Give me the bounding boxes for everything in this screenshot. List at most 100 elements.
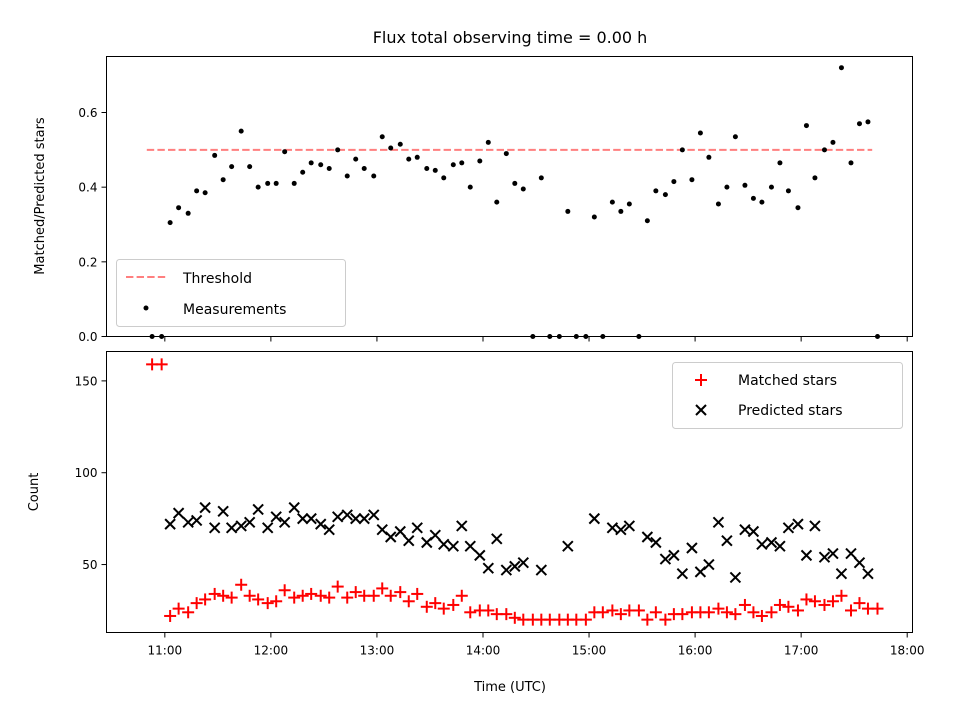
measurement-point — [830, 139, 836, 145]
predicted-stars-point — [853, 557, 866, 569]
top-y-tick-label: 0.4 — [78, 181, 97, 195]
predicted-stars-point — [668, 549, 680, 562]
matched-stars-point — [500, 608, 513, 621]
matched-stars-point — [464, 606, 477, 619]
matched-stars-point — [288, 591, 301, 604]
measurement-point — [724, 184, 730, 190]
matched-stars-point — [437, 602, 450, 615]
measurement-point — [441, 175, 447, 181]
predicted-stars-point — [199, 501, 211, 514]
predicted-stars-point — [641, 531, 654, 543]
measurement-point — [618, 208, 624, 214]
measurement-point — [689, 177, 695, 183]
measurement-point — [565, 208, 571, 214]
matched-stars-point — [376, 582, 389, 595]
measurement-point — [697, 130, 703, 136]
matched-stars-point — [411, 587, 424, 600]
matched-stars-point — [447, 598, 460, 611]
measurement-point — [768, 184, 774, 190]
measurement-point — [653, 188, 659, 194]
bottom-plot-frame — [106, 351, 913, 633]
matched-stars-point — [208, 587, 221, 600]
matched-stars-point — [429, 597, 442, 610]
measurement-point — [626, 201, 632, 207]
predicted-stars-point — [182, 516, 194, 529]
measurement-point — [361, 166, 367, 171]
predicted-stars-point — [747, 525, 760, 538]
measurement-point — [344, 173, 350, 179]
bottom-y-axis: 50 100 150 — [75, 374, 107, 572]
predicted-stars-point — [862, 568, 874, 580]
matched-stars-point — [844, 604, 857, 617]
measurement-point — [220, 177, 226, 183]
measurement-point — [397, 141, 403, 147]
measurement-point — [202, 190, 208, 196]
top-plot-frame — [106, 56, 913, 337]
matched-stars-point — [341, 591, 354, 604]
measurement-point — [406, 156, 412, 162]
predicted-stars-point — [464, 540, 476, 552]
predicted-stars-point — [703, 558, 715, 571]
legend-predicted-swatch — [695, 404, 707, 416]
predicted-stars-point — [429, 529, 441, 541]
measurement-point — [194, 188, 200, 194]
matched-stars-point — [614, 608, 627, 621]
bottom-y-tick-label: 150 — [75, 374, 98, 388]
bottom-x-axis: 11:00 12:00 13:00 14:00 15:00 16:00 17:00 18:00 — [148, 632, 925, 658]
legend-matched-label: Matched stars — [738, 373, 837, 389]
predicted-stars-point — [562, 540, 574, 552]
matched-stars-point — [853, 597, 866, 610]
predicted-stars-point — [676, 568, 689, 580]
legend-measurements-label: Measurements — [183, 302, 286, 318]
predicted-stars-point — [164, 518, 176, 530]
matched-stars-point — [323, 591, 336, 604]
predicted-stars-point — [447, 540, 459, 552]
matched-stars-point — [632, 604, 645, 617]
measurement-point — [662, 192, 668, 198]
bottom-x-tick-label: 18:00 — [890, 644, 925, 658]
bottom-x-tick-label: 14:00 — [466, 644, 501, 658]
predicted-stars-point — [270, 511, 282, 523]
predicted-stars-point — [288, 501, 300, 514]
measurement-point — [777, 160, 783, 166]
predicted-stars-point — [500, 564, 513, 576]
matched-stars-point — [747, 606, 760, 619]
top-y-axis-label: Matched/Predicted stars — [33, 117, 48, 275]
predicted-stars-point — [252, 503, 264, 516]
predicted-stars-point — [650, 536, 662, 549]
bottom-y-tick-label: 50 — [82, 558, 97, 572]
matched-stars-point — [508, 611, 521, 624]
measurement-point — [255, 184, 261, 190]
measurement-point — [812, 175, 818, 181]
predicted-stars-point — [818, 551, 831, 563]
matched-stars-point — [455, 589, 468, 602]
measurement-point — [742, 182, 748, 188]
matched-stars-point — [729, 608, 742, 621]
measurement-point — [291, 180, 297, 186]
matched-stars-point — [791, 604, 804, 617]
legend-matched-swatch — [695, 374, 707, 386]
measurement-point — [308, 160, 314, 166]
predicted-stars-point — [225, 522, 238, 534]
matched-stars-point — [367, 589, 380, 602]
top-marks — [146, 65, 881, 339]
bottom-x-axis-label: Time (UTC) — [473, 680, 546, 695]
predicted-stars-point — [385, 531, 397, 543]
matched-stars-point — [349, 586, 362, 599]
measurement-point — [353, 156, 359, 162]
matched-stars-point — [420, 600, 433, 613]
predicted-stars-point — [606, 522, 619, 534]
matched-stars-point — [818, 598, 831, 611]
measurement-point — [300, 169, 306, 175]
predicted-stars-point — [358, 512, 370, 525]
top-y-tick-label: 0.2 — [78, 255, 97, 269]
measurement-point — [477, 158, 483, 164]
predicted-stars-point — [456, 520, 468, 532]
predicted-stars-point — [765, 536, 778, 549]
matched-stars-point — [235, 578, 248, 591]
measurement-point — [732, 134, 738, 140]
matched-stars-point — [278, 584, 291, 597]
bottom-x-tick-label: 11:00 — [148, 644, 183, 658]
